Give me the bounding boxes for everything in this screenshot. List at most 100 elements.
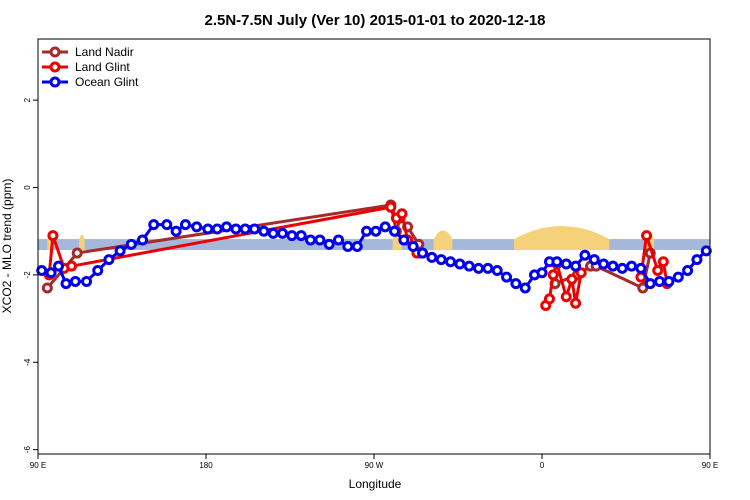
x-axis-label: Longitude (349, 477, 402, 491)
series-ocean-glint-point (202, 223, 214, 235)
series-ocean-glint-point (370, 225, 382, 237)
series-ocean-glint-point (148, 219, 160, 231)
chart-title: 2.5N-7.5N July (Ver 10) 2015-01-01 to 20… (204, 12, 545, 29)
series-ocean-glint-point (407, 241, 419, 252)
series-ocean-glint-point (53, 260, 65, 272)
series-ocean-glint-point (598, 258, 610, 270)
y-tick-label: -6 (23, 446, 32, 454)
legend-item: Land Nadir (42, 45, 134, 59)
series-ocean-glint-point (607, 260, 619, 272)
series-ocean-glint-point (161, 219, 173, 231)
series-land-glint-point (657, 256, 669, 268)
series-land-glint-point (652, 265, 664, 277)
series-ocean-glint-point (682, 265, 694, 277)
series-land-nadir-point (41, 282, 53, 294)
y-tick-label: 0 (23, 185, 32, 190)
x-tick-label: 90 E (30, 461, 46, 470)
series-ocean-glint-point (579, 249, 591, 261)
series-ocean-glint-point (286, 230, 298, 242)
y-tick-label: -4 (23, 358, 32, 366)
series-ocean-glint-point (463, 260, 475, 272)
series-ocean-glint-point (221, 221, 233, 233)
series-ocean-glint-point (519, 282, 531, 294)
series-ocean-glint-point (635, 262, 647, 274)
series-ocean-glint-point (417, 247, 429, 259)
series-ocean-glint-point (295, 230, 307, 242)
series-land-nadir-point (71, 247, 83, 259)
series-ocean-glint-point (536, 267, 548, 279)
series-land-glint-point (66, 260, 78, 272)
reference-band (38, 239, 710, 250)
series-ocean-glint-point (314, 234, 326, 246)
series-ocean-glint-point (616, 262, 628, 274)
series-ocean-glint-point (560, 258, 572, 270)
series-ocean-glint-point (267, 227, 279, 239)
series-ocean-glint-point (361, 225, 373, 237)
series-land-glint-point (396, 208, 408, 220)
series-ocean-glint-point (230, 223, 242, 235)
legend-item: Ocean Glint (42, 75, 139, 89)
series-ocean-glint-point (398, 234, 410, 246)
land-mask-4 (514, 225, 610, 250)
series-ocean-glint-point (351, 241, 363, 252)
series-ocean-glint-point (588, 254, 600, 266)
legend-item: Land Glint (42, 60, 130, 74)
series-land-glint-point (570, 297, 582, 309)
series-ocean-glint-point (482, 262, 494, 274)
series-ocean-glint-point (426, 251, 438, 263)
series-ocean-glint-point (551, 256, 563, 268)
series-land-glint-point (560, 291, 572, 303)
legend-marker (49, 76, 61, 88)
series-ocean-glint-point (277, 227, 289, 239)
series-land-glint-point (547, 269, 559, 281)
series-land-glint-point (575, 267, 587, 279)
legend-label: Land Nadir (75, 45, 134, 59)
x-tick-label: 180 (199, 461, 213, 470)
series-ocean-glint-point (125, 238, 137, 250)
land-mask-3 (433, 230, 453, 250)
series-ocean-glint-point (36, 265, 48, 277)
series-ocean-glint-point (654, 275, 666, 287)
series-ocean-glint-point (379, 221, 391, 233)
series-ocean-glint-point (92, 265, 104, 277)
series-land-nadir-point (637, 282, 649, 294)
series-ocean-glint-point (342, 241, 354, 252)
series-ocean-glint-point (170, 225, 182, 237)
series-land-glint-point (47, 230, 59, 242)
series-ocean-glint-point (435, 254, 447, 266)
y-axis-label: XCO2 - MLO trend (ppm) (0, 179, 14, 314)
series-ocean-glint-point (60, 278, 72, 290)
series-ocean-glint-point (258, 225, 270, 237)
series-land-glint-point (543, 293, 555, 305)
y-tick-label: -2 (23, 271, 32, 279)
legend-label: Ocean Glint (75, 75, 139, 89)
series-ocean-glint-point (691, 254, 703, 266)
legend-marker (49, 61, 61, 73)
series-ocean-glint-point (81, 275, 93, 287)
series-ocean-glint-point (700, 245, 712, 257)
series-ocean-glint-point (644, 278, 656, 290)
series-ocean-glint-point (663, 275, 675, 287)
series-ocean-glint-point (137, 234, 149, 246)
series-ocean-glint-point (333, 234, 345, 246)
legend-marker (49, 46, 61, 58)
series-ocean-glint-point (69, 275, 81, 287)
series-ocean-glint-point (491, 265, 503, 277)
series-ocean-glint-point (454, 258, 466, 270)
series-ocean-glint-point (305, 234, 317, 246)
series-ocean-glint-point (211, 223, 223, 235)
land-mask-1 (79, 234, 85, 250)
series-ocean-glint-point (179, 219, 191, 231)
series-ocean-glint-point (191, 221, 203, 233)
series-ocean-glint-point (45, 267, 57, 279)
series-ocean-glint-point (672, 271, 684, 283)
y-tick-label: 2 (23, 97, 32, 102)
series-ocean-glint-point (249, 223, 261, 235)
series-land-glint-point (641, 230, 653, 242)
x-tick-label: 90 E (702, 461, 718, 470)
series-ocean-glint-point (323, 238, 335, 250)
series-ocean-glint-point (501, 271, 513, 283)
series-land-glint-point (385, 201, 397, 213)
